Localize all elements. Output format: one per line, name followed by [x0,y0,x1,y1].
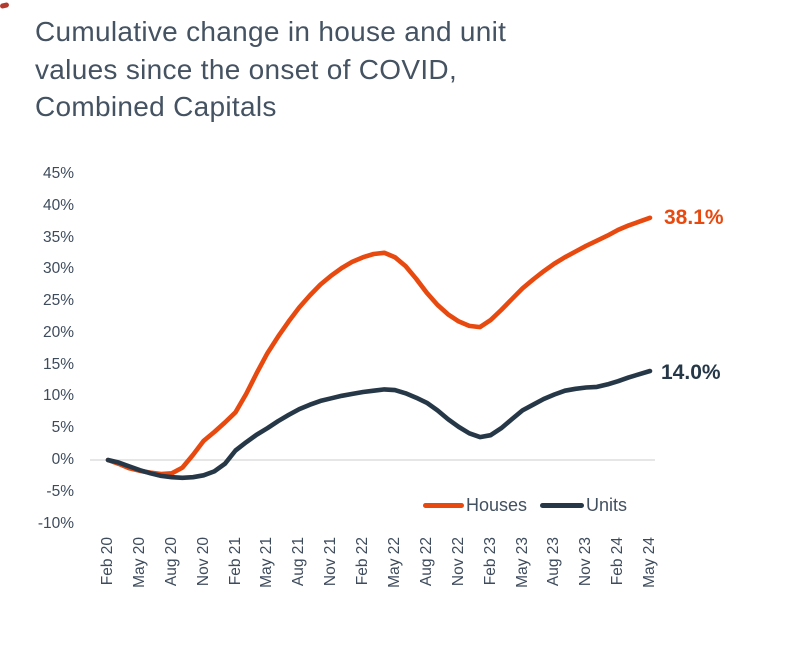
y-tick-label: 0% [51,451,74,468]
chart-title-line-3: Combined Capitals [35,91,277,122]
x-tick-label: Aug 21 [290,537,308,587]
units-end-value-label: 14.0% [661,361,721,384]
units-line-swatch [540,503,585,508]
x-tick-label: Aug 22 [417,537,435,587]
houses-line [105,215,653,477]
legend-label-houses: Houses [466,495,528,515]
houses-line-swatch [423,503,464,508]
chart-title: Cumulative change in house and unit valu… [35,13,506,126]
y-tick-label: 45% [42,164,74,182]
y-tick-label: 20% [42,323,74,341]
x-tick-label: May 22 [385,537,403,588]
y-tick-label: 15% [42,355,74,373]
y-tick-label: 40% [42,196,74,214]
legend: Houses Units [423,495,627,516]
y-tick-label: 10% [42,387,74,405]
y-tick-label: 30% [42,260,74,278]
x-tick-label: Aug 23 [545,537,563,587]
x-tick-label: May 20 [130,537,148,588]
x-tick-label: Feb 23 [481,537,499,586]
x-tick-label: May 24 [641,537,658,588]
y-tick-label: 35% [42,228,74,246]
chart-title-line-2: values since the onset of COVID, [35,53,458,85]
x-tick-label: Aug 20 [162,537,180,587]
x-tick-label: Nov 21 [322,537,340,587]
x-tick-label: Feb 20 [99,537,116,586]
y-tick-label: 25% [42,292,74,310]
y-tick-label: -5% [46,482,74,500]
legend-label-units: Units [586,495,628,515]
x-tick-label: Nov 20 [194,537,212,587]
x-tick-label: Nov 23 [577,537,595,587]
x-tick-label: May 23 [513,537,531,588]
x-tick-label: May 21 [258,537,276,588]
x-tick-label: Feb 22 [354,537,372,586]
houses-end-value-label: 38.1% [664,206,724,229]
chart-title-line-1: Cumulative change in house and unit [35,16,507,47]
units-line [105,368,653,481]
x-tick-label: Nov 22 [449,537,467,587]
y-tick-label: -10% [37,514,74,532]
x-tick-label: Feb 21 [226,537,244,586]
x-tick-label: Feb 24 [609,537,627,586]
y-tick-label: 5% [51,419,74,437]
